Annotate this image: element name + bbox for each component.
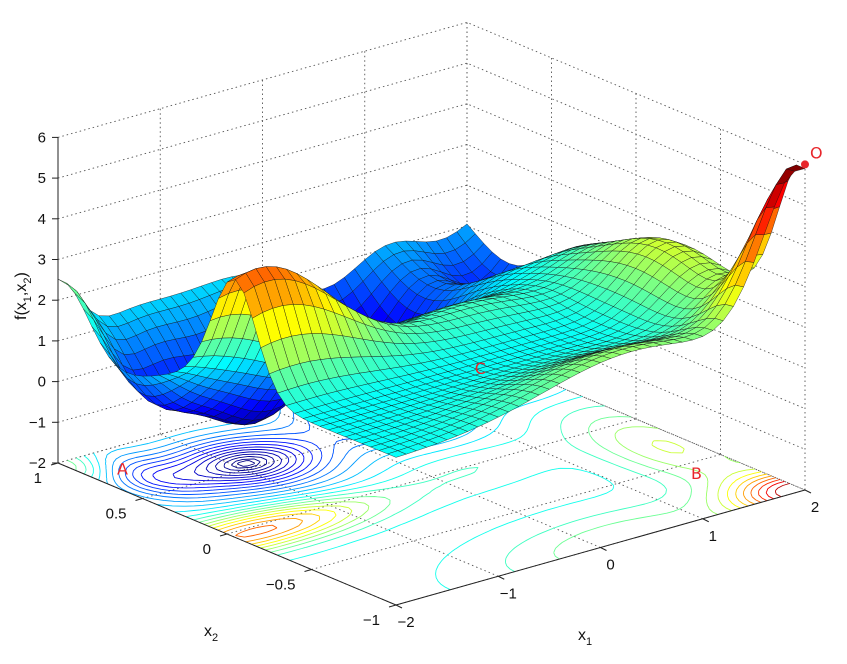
z-tick-label-2: 0: [38, 374, 46, 391]
y-tick-mark-3: [135, 498, 143, 501]
contour-level-21: [217, 473, 768, 545]
point-marker-O-dot: [801, 160, 809, 169]
contour-level-22: [223, 475, 772, 543]
grid-line-floor-y-1: [311, 454, 721, 570]
contour-level-15: [83, 395, 615, 591]
x-tick-label-2: 0: [606, 557, 614, 574]
x-tick-mark-4: [804, 489, 812, 494]
contour-level-0: [236, 460, 256, 467]
contour-level-26: [775, 483, 790, 498]
grid-line-floor-y-3: [142, 383, 552, 499]
z-axis-label: f(x1,x2): [13, 272, 34, 320]
y-tick-label-1: −0.5: [266, 577, 296, 594]
point-label-B: B: [691, 464, 702, 483]
point-label-O: O: [810, 143, 823, 162]
surface-mesh: [57, 164, 806, 458]
y-tick-label-4: 1: [34, 470, 42, 487]
z-tick-label-8: 6: [38, 129, 46, 146]
contour-level-2: [223, 456, 268, 471]
z-tick-label-0: −2: [29, 455, 46, 472]
z-tick-label-4: 2: [38, 292, 46, 309]
y-axis-label: x2: [204, 623, 218, 644]
x-tick-mark-0: [395, 604, 403, 609]
contour-level-18: [203, 426, 740, 551]
y-tick-mark-2: [219, 533, 228, 537]
y-tick-label-3: 0.5: [106, 506, 127, 523]
y-tick-label-2: 0: [203, 541, 211, 558]
contour-level-23: [235, 477, 776, 538]
y-tick-mark-0: [388, 604, 397, 608]
point-label-A: A: [117, 460, 128, 479]
z-tick-label-7: 5: [38, 170, 46, 187]
point-markers: O A B C: [117, 143, 823, 483]
x-tick-label-3: 1: [709, 528, 717, 545]
z-tick-label-5: 3: [38, 252, 46, 269]
contour-level-24: [758, 479, 781, 502]
x-tick-mark-2: [600, 547, 607, 551]
y-tick-mark-1: [304, 569, 312, 572]
x-tick-label-1: −1: [500, 585, 517, 602]
grid-line-floor-y-2: [226, 418, 637, 535]
contour-level-20: [212, 471, 762, 547]
contour-level-1: [231, 458, 261, 469]
y-tick-label-0: −1: [363, 612, 380, 629]
point-label-C: C: [475, 359, 486, 378]
contour-level-25: [765, 480, 785, 500]
x-tick-label-0: −2: [397, 614, 414, 631]
x-axis-label: x1: [578, 627, 592, 648]
surface-facet-1599: [386, 450, 407, 458]
contour-level-16: [75, 405, 667, 572]
x-tick-label-4: 2: [811, 499, 819, 516]
x-tick-mark-1: [498, 575, 505, 580]
z-tick-label-1: −1: [29, 414, 46, 431]
x-tick-mark-3: [702, 518, 709, 523]
contour-level-19: [208, 440, 755, 549]
z-tick-label-3: 1: [38, 333, 46, 350]
z-tick-label-6: 4: [38, 211, 46, 228]
